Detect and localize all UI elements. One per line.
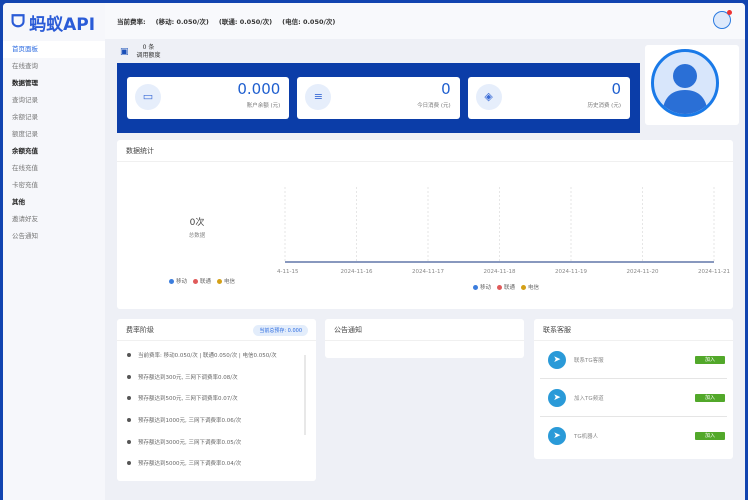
rate-item: 预存额达到300元, 三网下调费率0.08/次 bbox=[117, 366, 316, 388]
sidebar-item[interactable]: 在线查询 bbox=[12, 62, 38, 70]
user-avatar[interactable] bbox=[713, 10, 732, 29]
stat-card: ▭ 0.000 账户余额 (元) bbox=[127, 77, 290, 119]
legend-item[interactable]: 电信 bbox=[217, 277, 235, 285]
rate-item: 预存额达到3000元, 三网下调费率0.05/次 bbox=[117, 431, 316, 453]
nav-group-label: 其他 bbox=[12, 198, 25, 206]
profile-avatar bbox=[651, 49, 719, 117]
stat-card: ◈ 0 历史消费 (元) bbox=[467, 77, 630, 119]
scrollbar[interactable] bbox=[304, 355, 306, 435]
total-count: 0次 bbox=[189, 218, 205, 228]
contact-label: 加入TG频道 bbox=[574, 395, 604, 402]
contact-title: 联系客服 bbox=[534, 319, 733, 341]
rate-tier-title: 费率阶级 bbox=[117, 319, 316, 341]
rate-item: 预存额达到5000元, 三网下调费率0.04/次 bbox=[117, 452, 316, 474]
x-tick-label: 2024-11-16 bbox=[341, 269, 373, 275]
data-stats-card: 数据统计 0次 总数据 移动 联通 电信 4-11-15 2024-11-16 2024… bbox=[117, 140, 733, 309]
sidebar-item[interactable]: 卡密充值 bbox=[12, 181, 38, 189]
legend-item[interactable]: 移动 bbox=[473, 283, 491, 291]
call-quota: ▣ 0 条调用额度 bbox=[120, 44, 161, 59]
list-icon: ≡ bbox=[305, 84, 332, 110]
rate-mobile: (移动: 0.050/次) bbox=[155, 18, 209, 26]
header: 当前费率: (移动: 0.050/次) (联通: 0.050/次) (电信: 0… bbox=[105, 3, 745, 39]
sidebar-item[interactable]: 公告通知 bbox=[12, 232, 38, 240]
chart-legend: 移动 联通 电信 bbox=[473, 283, 539, 291]
sidebar-item[interactable]: 邀请好友 bbox=[12, 215, 38, 223]
stat-label: 今日消费 (元) bbox=[417, 103, 451, 109]
x-tick-label: 2024-11-19 bbox=[555, 269, 587, 275]
x-tick-label: 2024-11-18 bbox=[484, 269, 516, 275]
rate-item: 预存额达到1000元, 三网下调费率0.06/次 bbox=[117, 409, 316, 431]
donut-legend: 移动 联通 电信 bbox=[169, 277, 235, 285]
deposit-badge: 当前总预存: 0.000 bbox=[253, 325, 308, 336]
x-tick-label: 2024-11-17 bbox=[412, 269, 444, 275]
legend-item[interactable]: 联通 bbox=[497, 283, 515, 291]
notice-card: 公告通知 bbox=[325, 319, 524, 358]
nav-group-label: 余额充值 bbox=[12, 147, 38, 155]
logo[interactable]: ᗜ 蚂蚁API bbox=[11, 12, 96, 35]
line-chart: 4-11-15 2024-11-16 2024-11-17 2024-11-18 202… bbox=[277, 187, 730, 275]
sidebar-item[interactable]: 额度记录 bbox=[12, 130, 38, 138]
sidebar-item[interactable]: 首页面板 bbox=[3, 41, 105, 58]
telegram-icon: ➤ bbox=[548, 427, 566, 445]
data-stats-title: 数据统计 bbox=[117, 140, 733, 162]
layers-icon: ◈ bbox=[475, 84, 502, 110]
legend-item[interactable]: 电信 bbox=[521, 283, 539, 291]
avatar-card bbox=[645, 45, 739, 125]
contact-item: ➤ TG机器人 加入 bbox=[540, 417, 727, 455]
join-button[interactable]: 加入 bbox=[695, 393, 725, 402]
stat-card: ≡ 0 今日消费 (元) bbox=[297, 77, 460, 119]
nav-group-label: 数据管理 bbox=[12, 79, 38, 87]
contact-card: 联系客服 ➤ 联系TG客服 加入 ➤ 加入TG频道 加入 ➤ TG机器人 加入 bbox=[534, 319, 733, 459]
calendar-icon: ▣ bbox=[120, 47, 129, 57]
ant-logo-icon: ᗜ bbox=[11, 12, 26, 32]
telegram-icon: ➤ bbox=[548, 388, 566, 407]
rate-label: 当前费率: bbox=[117, 18, 146, 26]
x-tick-label: 2024-11-20 bbox=[627, 269, 659, 275]
sidebar-item[interactable]: 余额记录 bbox=[12, 113, 38, 121]
stat-label: 历史消费 (元) bbox=[587, 103, 621, 109]
rate-item: 预存额达到500元, 三网下调费率0.07/次 bbox=[117, 387, 316, 409]
join-button[interactable]: 加入 bbox=[695, 432, 725, 440]
total-label: 总数据 bbox=[188, 233, 206, 239]
rate-tier-card: 费率阶级 当前总预存: 0.000 当前费率: 移动0.050/次 | 联通0.… bbox=[117, 319, 316, 481]
contact-label: 联系TG客服 bbox=[574, 357, 604, 364]
notice-title: 公告通知 bbox=[325, 319, 524, 341]
legend-item[interactable]: 移动 bbox=[169, 277, 187, 285]
contact-label: TG机器人 bbox=[574, 434, 599, 440]
contact-item: ➤ 联系TG客服 加入 bbox=[540, 341, 727, 379]
card-icon: ▭ bbox=[135, 84, 161, 110]
sidebar: ᗜ 蚂蚁API 首页面板在线查询数据管理查询记录余额记录额度记录余额充值在线充值卡… bbox=[3, 3, 105, 500]
stat-value: 0 bbox=[611, 80, 621, 98]
rate-telecom: (电信: 0.050/次) bbox=[282, 18, 336, 26]
rate-unicom: (联通: 0.050/次) bbox=[218, 18, 273, 26]
app-frame: ᗜ 蚂蚁API 首页面板在线查询数据管理查询记录余额记录额度记录余额充值在线充值卡… bbox=[3, 3, 745, 500]
legend-item[interactable]: 联通 bbox=[193, 277, 211, 285]
x-tick-label: 4-11-15 bbox=[277, 269, 299, 275]
telegram-icon: ➤ bbox=[548, 350, 566, 369]
stat-label: 账户余额 (元) bbox=[246, 103, 281, 109]
sidebar-item[interactable]: 查询记录 bbox=[12, 96, 38, 104]
x-tick-label: 2024-11-21 bbox=[698, 269, 730, 275]
contact-item: ➤ 加入TG频道 加入 bbox=[540, 379, 727, 417]
stat-value: 0.000 bbox=[237, 80, 281, 98]
sidebar-item[interactable]: 在线充值 bbox=[12, 164, 38, 172]
stats-bar: ▭ 0.000 账户余额 (元) ≡ 0 今日消费 (元) ◈ 0 历史消费 (元) bbox=[117, 63, 640, 133]
rate-item: 当前费率: 移动0.050/次 | 联通0.050/次 | 电信0.050/次 bbox=[117, 344, 316, 366]
join-button[interactable]: 加入 bbox=[695, 355, 725, 364]
stat-value: 0 bbox=[441, 80, 451, 98]
